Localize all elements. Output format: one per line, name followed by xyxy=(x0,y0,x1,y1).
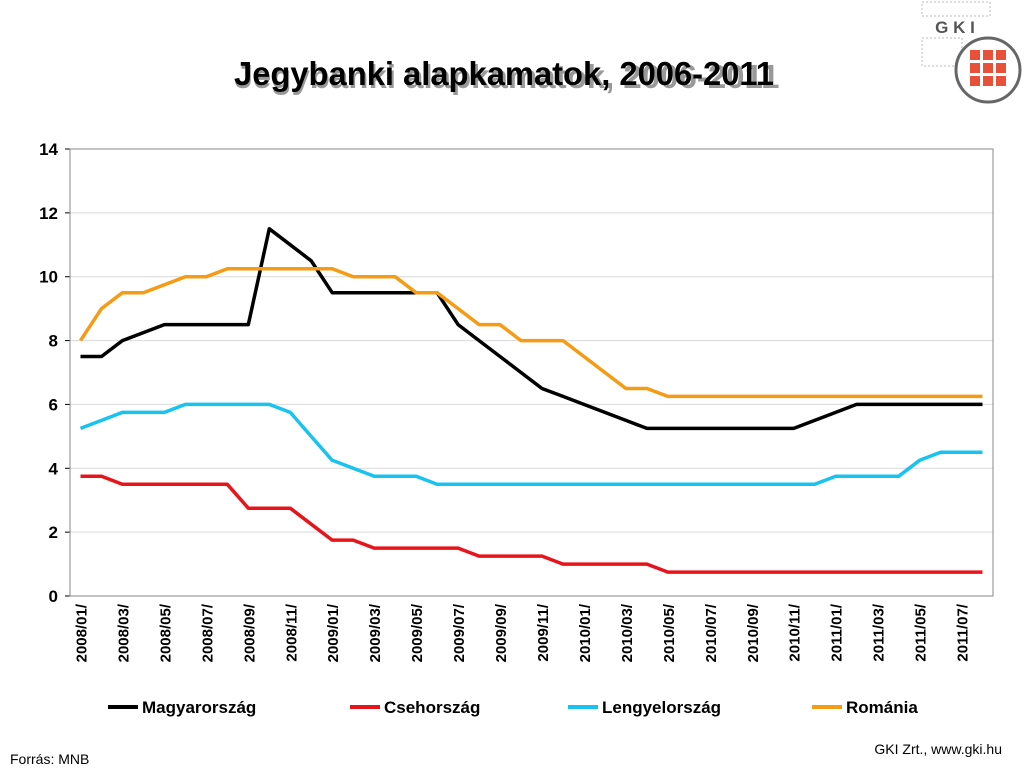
x-tick-label: 2008/07/ xyxy=(199,603,216,662)
x-tick-label: 2010/03/ xyxy=(619,603,636,662)
x-tick-label: 2010/05/ xyxy=(661,603,678,662)
series-line xyxy=(80,474,983,574)
legend-label: Románia xyxy=(846,698,918,717)
x-tick-label: 2010/07/ xyxy=(703,603,720,662)
x-tick-label: 2011/07/ xyxy=(955,603,972,661)
legend-label: Lengyelország xyxy=(602,698,721,717)
x-tick-label: 2011/03/ xyxy=(871,603,888,661)
logo-squares xyxy=(970,50,1006,86)
x-tick-label: 2008/05/ xyxy=(157,603,174,662)
y-tick-label: 12 xyxy=(39,204,58,223)
logo-text: G K I xyxy=(935,18,975,37)
x-tick-label: 2009/07/ xyxy=(451,603,468,662)
logo-grid xyxy=(921,1,991,17)
x-tick-label: 2008/01/ xyxy=(73,603,90,662)
x-tick-label: 2008/09/ xyxy=(241,603,258,662)
y-tick-label: 8 xyxy=(49,332,58,351)
x-tick-label: 2010/11/ xyxy=(787,603,804,661)
x-tick-label: 2008/11/ xyxy=(283,603,300,661)
footer: GKI Zrt., www.gki.hu xyxy=(874,741,1002,757)
y-tick-label: 14 xyxy=(39,140,58,159)
x-tick-label: 2008/03/ xyxy=(115,603,132,662)
series-line xyxy=(80,227,983,431)
legend-label: Csehország xyxy=(384,698,480,717)
x-tick-label: 2009/01/ xyxy=(325,603,342,662)
x-tick-label: 2009/09/ xyxy=(493,603,510,662)
x-tick-label: 2011/05/ xyxy=(913,603,930,661)
series-line xyxy=(79,266,983,399)
y-tick-label: 10 xyxy=(39,268,58,287)
x-tick-label: 2011/01/ xyxy=(829,603,846,661)
source: Forrás: MNB xyxy=(10,751,89,767)
x-tick-label: 2009/05/ xyxy=(409,603,426,662)
x-tick-label: 2010/09/ xyxy=(745,603,762,662)
y-tick-label: 2 xyxy=(49,523,58,542)
x-tick-label: 2009/03/ xyxy=(367,603,384,662)
chart-title: Jegybanki alapkamatok, 2006-2011 xyxy=(234,55,774,92)
y-tick-label: 6 xyxy=(49,395,58,414)
x-tick-label: 2009/11/ xyxy=(535,603,552,661)
y-tick-label: 4 xyxy=(49,459,59,478)
logo: G K I xyxy=(921,1,1022,104)
title-shadow: Jegybanki alapkamatok, 2006-2011 xyxy=(235,58,780,95)
plot-border xyxy=(69,148,994,597)
y-tick-label: 0 xyxy=(49,587,58,606)
x-tick-label: 2010/01/ xyxy=(577,603,594,662)
series-line xyxy=(79,402,983,487)
legend-label: Magyarország xyxy=(142,698,256,717)
